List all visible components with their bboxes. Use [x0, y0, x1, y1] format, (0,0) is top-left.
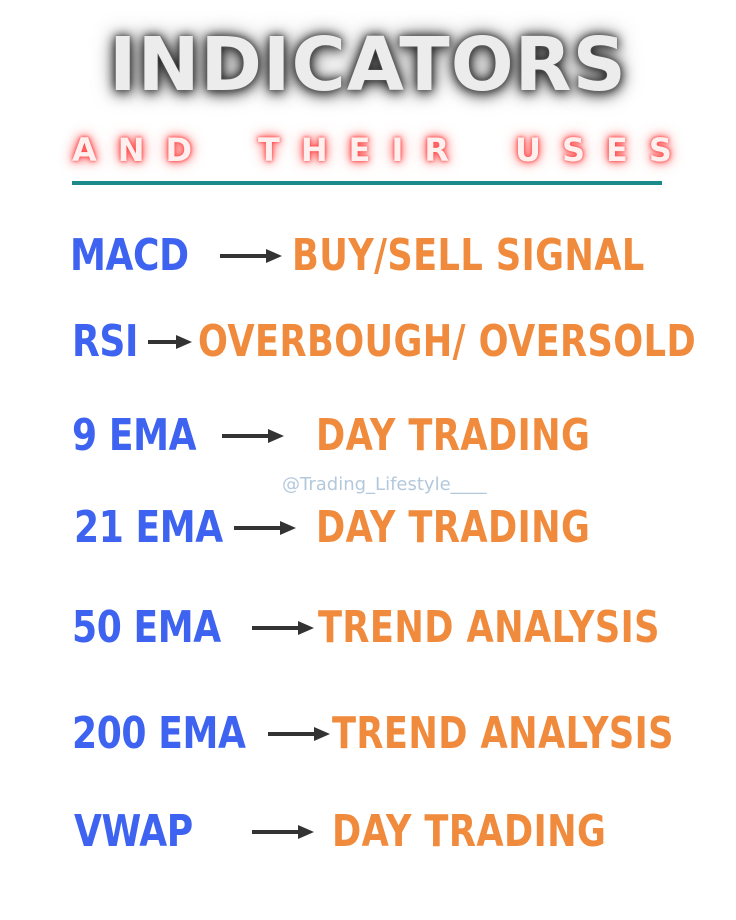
- indicator-row-21-ema: 21 EMA DAY TRADING: [0, 498, 736, 558]
- right-arrow-icon: [220, 248, 282, 264]
- indicator-label: 21 EMA: [74, 502, 223, 553]
- indicator-label: 50 EMA: [72, 602, 221, 653]
- right-arrow-icon: [222, 428, 284, 444]
- subtitle-space: [213, 134, 237, 166]
- page-subtitle: A N D T H E I R U S E S: [72, 134, 672, 166]
- indicator-row-200-ema: 200 EMA TREND ANALYSIS: [0, 704, 736, 764]
- indicator-row-vwap: VWAP DAY TRADING: [0, 802, 736, 862]
- subtitle-letter: T: [258, 131, 280, 169]
- right-arrow-icon: [148, 334, 192, 350]
- right-arrow-icon: [252, 620, 314, 636]
- indicator-label: RSI: [72, 316, 138, 367]
- subtitle-letter: S: [648, 131, 672, 169]
- use-label: TREND ANALYSIS: [318, 602, 660, 653]
- subtitle-letter: N: [117, 131, 145, 169]
- indicator-label: 200 EMA: [72, 708, 246, 759]
- indicator-label: VWAP: [74, 806, 193, 857]
- use-label: OVERBOUGH/ OVERSOLD: [198, 316, 697, 367]
- indicator-row-rsi: RSI OVERBOUGH/ OVERSOLD: [0, 312, 736, 372]
- subtitle-letter: S: [561, 131, 585, 169]
- use-label: DAY TRADING: [332, 806, 607, 857]
- page-title: INDICATORS: [109, 22, 627, 108]
- subtitle-letter: A: [72, 131, 97, 169]
- subtitle-letter: R: [424, 131, 449, 169]
- right-arrow-icon: [234, 520, 296, 536]
- watermark: @Trading_Lifestyle____: [282, 474, 487, 495]
- subtitle-space: [470, 134, 494, 166]
- use-label: BUY/SELL SIGNAL: [292, 230, 645, 281]
- use-label: DAY TRADING: [316, 410, 591, 461]
- indicator-row-9-ema: 9 EMA DAY TRADING: [0, 406, 736, 466]
- title-underline: [72, 181, 662, 185]
- indicator-row-50-ema: 50 EMA TREND ANALYSIS: [0, 598, 736, 658]
- indicator-row-macd: MACD BUY/SELL SIGNAL: [0, 226, 736, 286]
- indicator-label: 9 EMA: [72, 410, 197, 461]
- indicator-label: MACD: [70, 230, 189, 281]
- right-arrow-icon: [268, 726, 330, 742]
- subtitle-letter: E: [348, 131, 371, 169]
- subtitle-letter: E: [605, 131, 628, 169]
- right-arrow-icon: [252, 824, 314, 840]
- subtitle-letter: I: [391, 131, 404, 169]
- use-label: TREND ANALYSIS: [332, 708, 674, 759]
- use-label: DAY TRADING: [316, 502, 591, 553]
- subtitle-letter: D: [165, 131, 193, 169]
- subtitle-letter: H: [300, 131, 328, 169]
- subtitle-letter: U: [514, 131, 541, 169]
